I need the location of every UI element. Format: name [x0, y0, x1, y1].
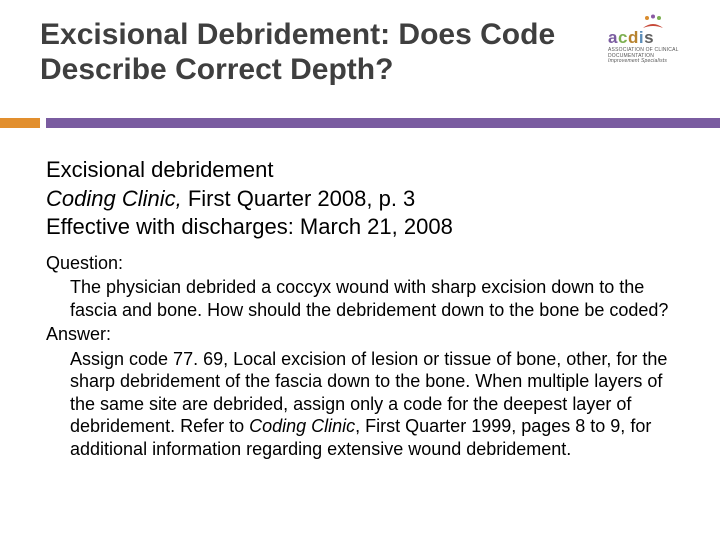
accent-left	[0, 118, 40, 128]
question-body: The physician debrided a coccyx wound wi…	[46, 276, 678, 321]
lead-block: Excisional debridement Coding Clinic, Fi…	[46, 156, 678, 242]
logo-text-block: acdis ASSOCIATION OF CLINICAL DOCUMENTAT…	[608, 28, 679, 65]
answer-body: Assign code 77. 69, Local excision of le…	[46, 348, 678, 461]
lead-line-2-rest: First Quarter 2008, p. 3	[182, 186, 416, 211]
accent-divider	[0, 118, 720, 128]
lead-line-2: Coding Clinic, First Quarter 2008, p. 3	[46, 185, 678, 214]
answer-body-italic: Coding Clinic	[249, 416, 355, 436]
logo-sub-3: Improvement Specialists	[608, 59, 679, 65]
answer-label: Answer:	[46, 323, 678, 346]
slide-title: Excisional Debridement: Does Code Descri…	[40, 18, 600, 87]
accent-right	[46, 118, 720, 128]
logo: acdis ASSOCIATION OF CLINICAL DOCUMENTAT…	[608, 14, 698, 54]
logo-letter-s: s	[644, 28, 654, 47]
question-label: Question:	[46, 252, 678, 275]
slide: Excisional Debridement: Does Code Descri…	[0, 0, 720, 540]
slide-title-block: Excisional Debridement: Does Code Descri…	[40, 18, 600, 87]
logo-letter-d: d	[628, 28, 639, 47]
lead-line-3: Effective with discharges: March 21, 200…	[46, 213, 678, 242]
logo-word: acdis	[608, 28, 654, 47]
lead-line-2-italic: Coding Clinic,	[46, 186, 182, 211]
logo-letter-c: c	[618, 28, 628, 47]
logo-letter-a: a	[608, 28, 618, 47]
body: Excisional debridement Coding Clinic, Fi…	[46, 156, 678, 462]
qa-block: Question: The physician debrided a coccy…	[46, 252, 678, 461]
lead-line-1: Excisional debridement	[46, 156, 678, 185]
